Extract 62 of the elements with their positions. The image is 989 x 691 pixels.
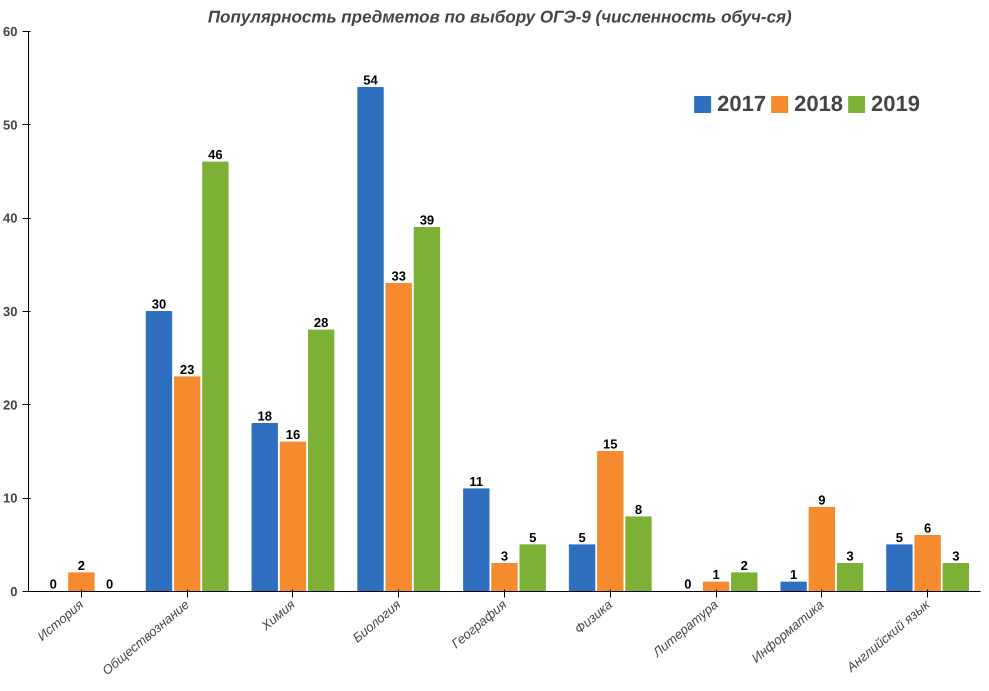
bar — [568, 544, 596, 592]
data-label: 3 — [500, 548, 508, 564]
bar — [386, 283, 412, 592]
y-tick-label: 50 — [3, 117, 18, 132]
data-label: 0 — [50, 576, 57, 592]
y-tick-label: 0 — [10, 584, 18, 599]
y-tick-label: 40 — [3, 210, 18, 226]
bar — [202, 162, 229, 592]
data-label: 54 — [363, 72, 379, 88]
bar — [463, 488, 490, 592]
data-label: 2 — [740, 558, 748, 573]
bar — [357, 87, 384, 592]
bar — [146, 311, 172, 592]
legend-label: 2019 — [871, 91, 920, 117]
y-tick-label: 10 — [3, 490, 18, 506]
bar — [625, 516, 652, 592]
y-tick-label: 60 — [3, 24, 18, 39]
data-label: 2 — [78, 558, 86, 573]
data-label: 23 — [180, 362, 194, 377]
bar — [836, 563, 864, 592]
legend-label: 2018 — [794, 91, 844, 117]
y-tick-label: 20 — [3, 397, 18, 412]
y-tick-label: 30 — [3, 304, 18, 319]
legend-label: 2017 — [717, 91, 766, 117]
bar — [252, 423, 278, 592]
data-label: 0 — [106, 576, 114, 592]
bar — [597, 451, 624, 592]
data-label: 5 — [529, 530, 536, 545]
bar — [914, 535, 941, 592]
data-label: 46 — [208, 147, 223, 162]
data-label: 18 — [258, 408, 272, 424]
bar — [491, 563, 518, 592]
data-label: 1 — [790, 567, 798, 582]
data-label: 9 — [818, 492, 826, 508]
bar — [174, 376, 200, 592]
data-label: 8 — [634, 502, 642, 517]
bar — [68, 572, 95, 592]
data-label: 30 — [152, 296, 166, 312]
bar — [942, 563, 970, 592]
data-label: 15 — [603, 436, 618, 452]
bar — [280, 442, 306, 592]
bar — [702, 582, 730, 592]
bar — [520, 544, 546, 592]
bar — [808, 507, 836, 592]
data-label: 16 — [286, 427, 300, 442]
data-label: 28 — [314, 315, 328, 330]
data-label: 0 — [684, 576, 692, 592]
chart-title: Популярность предметов по выбору ОГЭ-9 (численность обуч-ся) — [208, 8, 792, 26]
bar — [308, 330, 334, 592]
data-label: 33 — [391, 268, 406, 284]
data-label: 39 — [420, 212, 434, 228]
bar — [886, 544, 913, 592]
data-label: 5 — [578, 530, 586, 545]
data-label: 6 — [924, 520, 932, 536]
data-label: 3 — [952, 548, 960, 564]
data-label: 11 — [469, 474, 484, 489]
data-label: 1 — [712, 567, 720, 582]
bar — [414, 227, 440, 592]
bar — [780, 582, 807, 592]
data-label: 5 — [896, 530, 904, 545]
bar — [731, 572, 758, 592]
data-label: 3 — [846, 548, 854, 564]
